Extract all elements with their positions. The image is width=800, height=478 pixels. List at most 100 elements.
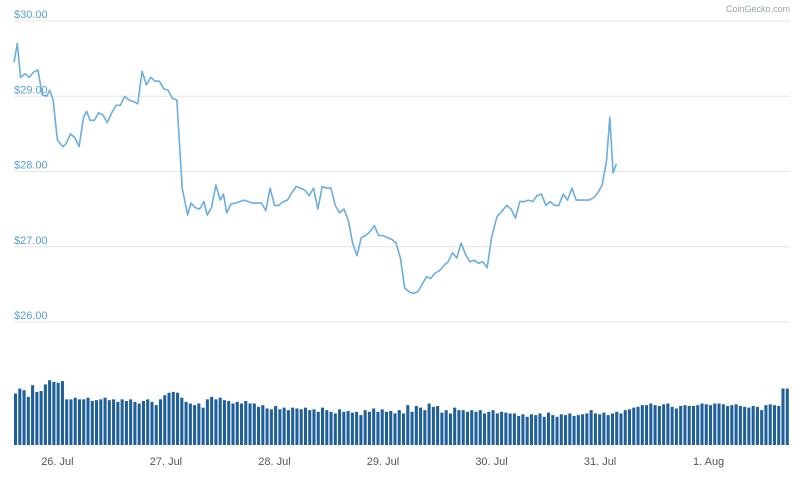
volume-bar — [598, 414, 602, 445]
volume-bar — [363, 410, 367, 445]
volume-bar — [666, 403, 670, 445]
volume-bar — [517, 415, 521, 445]
volume-bar — [320, 407, 325, 445]
volume-bar — [760, 410, 764, 445]
volume-bar — [623, 410, 627, 445]
volume-bar — [589, 410, 593, 445]
volume-bar — [342, 411, 346, 445]
volume-bar — [768, 404, 772, 445]
volume-bar — [627, 409, 632, 445]
volume-bar — [231, 403, 235, 445]
volume-bar — [730, 405, 734, 445]
volume-bar — [478, 410, 482, 445]
volume-bar — [734, 404, 738, 445]
volume-bar — [632, 407, 636, 445]
volume-bar — [640, 405, 644, 445]
volume-bar — [440, 412, 444, 445]
volume-bar — [691, 405, 695, 445]
volume-bar — [615, 411, 619, 445]
volume-bar — [461, 410, 465, 445]
volume-bar — [18, 388, 22, 445]
volume-bar — [679, 405, 683, 445]
volume-bar — [261, 405, 265, 445]
volume-bar — [436, 405, 440, 445]
volume-bar — [218, 397, 222, 445]
price-series — [13, 42, 618, 295]
volume-bar — [568, 413, 572, 445]
volume-bar — [431, 406, 435, 445]
volume-bar — [662, 404, 666, 445]
volume-bar — [414, 405, 418, 445]
volume-bar — [495, 413, 499, 445]
volume-bar — [726, 405, 730, 445]
volume-bar — [683, 405, 687, 445]
volume-bar — [82, 399, 86, 445]
volume-bar — [184, 401, 188, 445]
volume-bar — [474, 411, 478, 445]
y-tick-label: $26.00 — [14, 310, 48, 322]
y-tick-label: $28.00 — [14, 160, 48, 172]
volume-bar — [397, 410, 401, 445]
volume-bar — [576, 415, 580, 445]
volume-bar — [585, 413, 589, 445]
volume-bar — [201, 407, 205, 445]
volume-bar — [657, 405, 661, 445]
volume-bar — [521, 414, 525, 445]
volume-bar — [52, 381, 56, 445]
volume-bar — [602, 412, 606, 445]
volume-bar — [31, 385, 35, 445]
volume-bar — [717, 403, 721, 445]
volume-bar — [406, 405, 410, 445]
volume-bar — [653, 405, 657, 445]
volume-bar — [534, 415, 538, 445]
volume-bar — [35, 391, 39, 445]
volume-bar — [721, 404, 725, 445]
volume-bar — [286, 410, 290, 445]
volume-bar — [772, 405, 777, 445]
volume-bar — [205, 399, 209, 445]
volume-bar — [60, 381, 64, 445]
volume-bar — [137, 403, 141, 445]
volume-bar — [43, 384, 47, 445]
volume-bar — [227, 401, 231, 445]
credit-label[interactable]: CoinGecko.com — [726, 4, 790, 14]
volume-bar — [555, 416, 559, 445]
volume-bar — [222, 400, 226, 445]
volume-bar — [69, 399, 73, 445]
volume-bar — [210, 396, 214, 445]
volume-bar — [265, 408, 269, 445]
volume-bar — [303, 407, 307, 445]
volume-bar — [538, 413, 542, 445]
volume-bar — [329, 411, 333, 445]
x-tick-label: 28. Jul — [258, 456, 290, 468]
volume-bar — [95, 400, 99, 445]
volume-bar — [713, 403, 717, 445]
volume-bar — [146, 399, 150, 445]
volume-bar — [56, 382, 60, 445]
volume-bar — [350, 412, 354, 445]
volume-bar — [120, 399, 124, 445]
volume-bar — [325, 410, 329, 445]
volume-bar — [299, 409, 303, 445]
volume-bar — [380, 409, 384, 445]
volume-bar — [65, 399, 69, 445]
volume-bar — [747, 407, 751, 445]
volume-bar — [448, 413, 452, 445]
volume-bar — [470, 410, 474, 445]
volume-bar — [129, 399, 133, 445]
volume-bar — [777, 405, 781, 445]
volume-bar — [743, 406, 747, 445]
volume-bar — [338, 409, 342, 445]
volume-bar — [572, 415, 576, 445]
volume-bar — [393, 413, 397, 445]
volume-bar — [244, 401, 248, 445]
y-tick-label: $29.00 — [14, 84, 48, 96]
volume-bar — [269, 409, 273, 445]
volume-bar — [708, 405, 713, 445]
volume-bar — [197, 403, 201, 445]
volume-bar — [124, 401, 128, 445]
volume-bar — [512, 413, 516, 445]
volume-bar — [559, 414, 563, 445]
volume-bar — [86, 397, 90, 445]
